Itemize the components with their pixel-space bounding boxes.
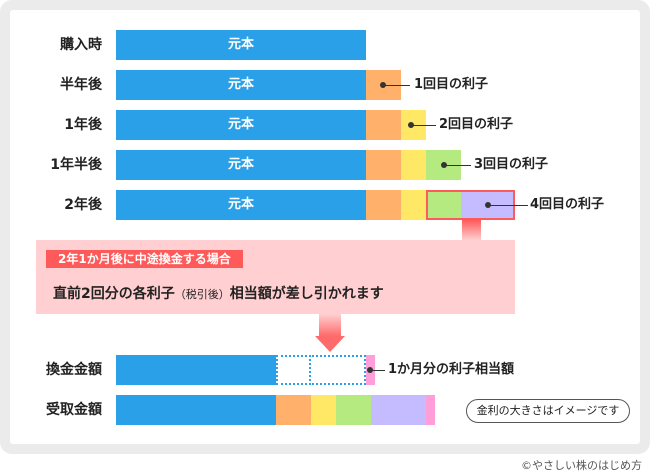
row-label-received-amount: 受取金額	[46, 402, 102, 418]
principal-bar: 元本	[116, 30, 366, 60]
callout-line	[383, 85, 410, 86]
interest-1-segment	[366, 190, 401, 220]
callout-interest-2: 2回目の利子	[439, 117, 514, 132]
note-part-1: 直前2回分の各利子	[53, 286, 175, 302]
interest-2-segment	[401, 150, 426, 180]
callout-line	[488, 205, 528, 206]
row-label-redemption-amount: 換金金額	[46, 362, 102, 378]
interest-2-segment	[311, 395, 336, 425]
deducted-interest-4-outline	[309, 355, 366, 385]
highlight-connector	[462, 220, 481, 240]
interest-4-segment	[371, 395, 426, 425]
copyright: ©やさしい株のはじめ方	[521, 459, 642, 472]
down-arrow-shaft	[319, 314, 341, 336]
principal-bar: 元本	[116, 70, 366, 100]
one-month-interest-segment	[426, 395, 435, 425]
interest-3-segment	[336, 395, 371, 425]
row-label-2-year: 2年後	[64, 197, 102, 213]
row-label-1-year: 1年後	[64, 117, 102, 133]
interest-1-segment	[276, 395, 311, 425]
principal-bar: 元本	[116, 190, 366, 220]
scenario-note: 直前2回分の各利子（税引後）相当額が差し引かれます	[53, 284, 384, 305]
principal-bar: 元本	[116, 110, 366, 140]
row-label-purchase: 購入時	[60, 37, 102, 53]
disclaimer-pill: 金利の大きさはイメージです	[466, 399, 630, 423]
principal-bar: 元本	[116, 150, 366, 180]
callout-interest-3: 3回目の利子	[474, 157, 549, 172]
callout-one-month-interest: 1か月分の利子相当額	[388, 362, 515, 377]
note-paren: （税引後）	[174, 288, 230, 301]
note-part-2: 相当額が差し引かれます	[229, 286, 384, 302]
callout-interest-4: 4回目の利子	[530, 197, 605, 212]
interest-3-segment	[426, 190, 461, 220]
interest-1-segment	[366, 110, 401, 140]
row-label-1-5-year: 1年半後	[50, 157, 102, 173]
scenario-case-label: 2年1か月後に中途換金する場合	[46, 250, 243, 268]
callout-line	[411, 125, 436, 126]
principal-remaining-bar	[116, 355, 276, 385]
callout-line	[444, 165, 471, 166]
down-arrow-icon	[315, 336, 345, 352]
deducted-interest-3-outline	[276, 355, 311, 385]
principal-segment	[116, 395, 276, 425]
interest-1-segment	[366, 150, 401, 180]
interest-2-segment	[401, 190, 426, 220]
callout-interest-1: 1回目の利子	[414, 77, 489, 92]
callout-line	[370, 370, 385, 371]
row-label-half-year: 半年後	[60, 77, 102, 93]
